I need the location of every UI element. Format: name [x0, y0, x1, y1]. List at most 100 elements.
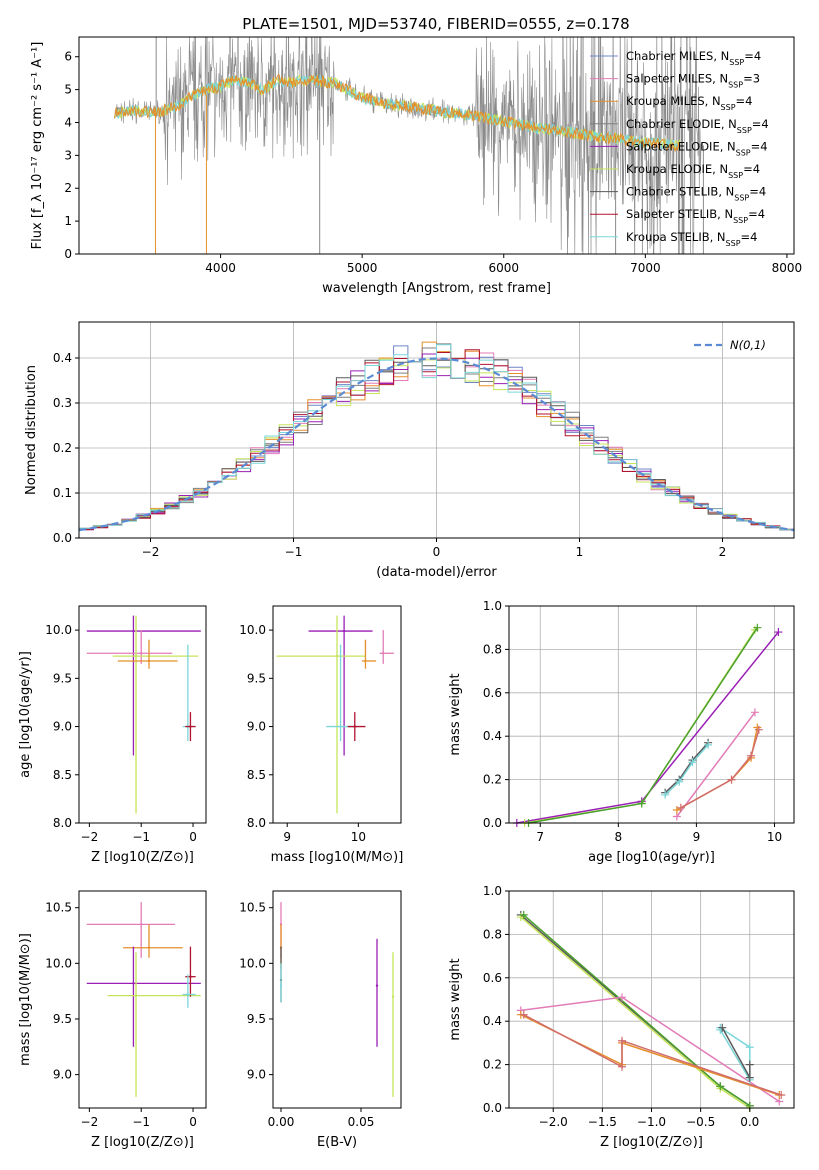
legend-entry: Chabrier ELODIE, NSSP=4: [626, 117, 769, 135]
y-tick-label: 0.6: [483, 971, 502, 985]
y-tick-label: 9.5: [53, 1012, 72, 1026]
x-tick-label: 0: [433, 545, 441, 559]
legend-entry: Kroupa MILES, NSSP=4: [626, 94, 752, 112]
weight-vs-Z-panel: −2.0 −1.5 −1.0 −0.5 0.0 0.0 0.2 0.4 0.6 0.8 1.0 Z […: [448, 884, 795, 1150]
weight-vs-age-panel: 7 8 9 10 0.0 0.2 0.4 0.6 0.8 1.0 age [log10(age/yr…: [448, 599, 795, 865]
y-tick-label: 1.0: [483, 599, 502, 613]
y-axis-label: mass weight: [448, 673, 463, 755]
y-tick-label: 10.0: [45, 956, 72, 970]
y-tick-label: 5: [64, 83, 72, 97]
series-marker: [718, 1023, 727, 1032]
y-tick-label: 9.0: [53, 720, 72, 734]
series-marker: [716, 1082, 725, 1091]
data-point: [132, 982, 135, 985]
y-tick-label: 10.5: [45, 901, 72, 915]
x-tick-label: 9: [283, 830, 291, 844]
series-marker: [753, 623, 762, 632]
legend-entry: Salpeter ELODIE, NSSP=4: [626, 139, 768, 157]
plot-frame: [78, 36, 795, 255]
legend-entry: Kroupa ELODIE, NSSP=4: [626, 162, 760, 180]
spectrum-plot-area: [113, 37, 704, 254]
y-tick-label: 9.0: [247, 720, 266, 734]
data-point: [391, 995, 395, 998]
y-tick-label: 6: [64, 50, 72, 64]
data-point: [140, 652, 143, 655]
y-tick-label: 4: [64, 115, 72, 129]
plot-frame: [272, 605, 402, 824]
y-tick-label: 2: [64, 181, 72, 195]
legend-entry: Chabrier STELIB, NSSP=4: [626, 185, 766, 203]
data-point: [353, 725, 356, 728]
x-tick-label: 1: [576, 545, 584, 559]
observed-spectrum-line: [114, 37, 703, 254]
y-tick-label: 9.0: [247, 1068, 266, 1082]
legend-entry: Chabrier MILES, NSSP=4: [626, 49, 761, 67]
y-tick-label: 8.0: [247, 816, 266, 830]
y-axis-label: Normed distribution: [24, 365, 39, 495]
age-vs-mass-panel: 9 10 8.0 8.5 9.0 9.5 10.0 mass [log10(M/M⊙)]: [239, 605, 403, 865]
y-tick-label: 0: [64, 247, 72, 261]
series-marker: [676, 803, 685, 812]
series-marker: [750, 708, 759, 717]
series-marker: [774, 628, 783, 637]
x-tick-label: 5000: [347, 261, 378, 275]
x-tick-label: 6000: [488, 261, 519, 275]
y-tick-label: 10.0: [239, 623, 266, 637]
x-tick-label: 7: [536, 830, 544, 844]
x-tick-label: 9: [693, 830, 701, 844]
x-tick-label: −1: [285, 545, 303, 559]
y-tick-label: 10.0: [45, 623, 72, 637]
x-tick-label: 0.0: [740, 1115, 759, 1129]
data-point: [132, 629, 135, 633]
mass-vs-Z-panel: −2 −1 0 9.0 9.5 10.0 10.5 Z [log10(Z/Z⊙)] mass […: [18, 890, 207, 1150]
x-axis-label: (data-model)/error: [376, 565, 497, 580]
series-marker: [745, 1073, 754, 1082]
data-point: [189, 975, 192, 978]
x-axis-label: age [log10(age/yr)]: [588, 850, 715, 865]
x-tick-label: −2.0: [539, 1115, 568, 1129]
y-tick-label: 0.0: [483, 816, 502, 830]
y-tick-label: 8.5: [53, 768, 72, 782]
y-tick-label: 3: [64, 148, 72, 162]
age-vs-Z-panel: −2 −1 0 8.0 8.5 9.0 9.5 10.0 Z [log10(Z/Z⊙)] age …: [18, 605, 207, 865]
x-tick-label: −0.5: [686, 1115, 715, 1129]
series-line: [680, 729, 760, 809]
series-marker: [704, 740, 713, 749]
plot-area: [276, 615, 394, 814]
legend-entry: Salpeter MILES, NSSP=3: [626, 72, 760, 90]
x-tick-label: −2: [81, 830, 99, 844]
plot-area: [512, 623, 783, 827]
residual-histogram: [79, 344, 794, 533]
plot-area: [279, 902, 395, 1097]
series-marker: [777, 1090, 786, 1099]
y-tick-label: 9.5: [53, 671, 72, 685]
x-tick-label: 0: [189, 830, 197, 844]
mass-vs-ebv-panel: 0.00 0.05 9.0 9.5 10.0 10.5 E(B-V): [239, 890, 402, 1150]
x-tick-label: −1.5: [588, 1115, 617, 1129]
legend-entry: N(0,1): [730, 338, 766, 352]
plot-area: [86, 615, 201, 814]
series-line: [523, 914, 751, 1107]
series-line: [528, 627, 758, 824]
plot-area: [516, 910, 786, 1112]
plot-frame: [272, 890, 402, 1109]
data-point: [134, 994, 138, 997]
x-tick-label: −2: [81, 1115, 99, 1129]
plot-area: [86, 902, 201, 1097]
series-line: [664, 744, 709, 796]
figure-title: PLATE=1501, MJD=53740, FIBERID=0555, z=0…: [242, 15, 629, 33]
y-axis-label: mass weight: [448, 958, 463, 1040]
y-axis-label: Flux [f_λ 10⁻¹⁷ erg cm⁻² s⁻¹ A⁻¹]: [30, 42, 45, 250]
x-tick-label: 8000: [772, 261, 803, 275]
y-tick-label: 1: [64, 214, 72, 228]
data-point: [382, 652, 385, 655]
data-point: [335, 654, 339, 658]
y-tick-label: 8.5: [247, 768, 266, 782]
series-marker: [519, 910, 528, 919]
y-tick-label: 0.2: [483, 1058, 502, 1072]
x-tick-label: 10: [767, 830, 782, 844]
series-marker: [754, 725, 763, 734]
series-line: [520, 996, 780, 1103]
y-axis-label: mass [log10(M/M⊙)]: [18, 933, 33, 1066]
